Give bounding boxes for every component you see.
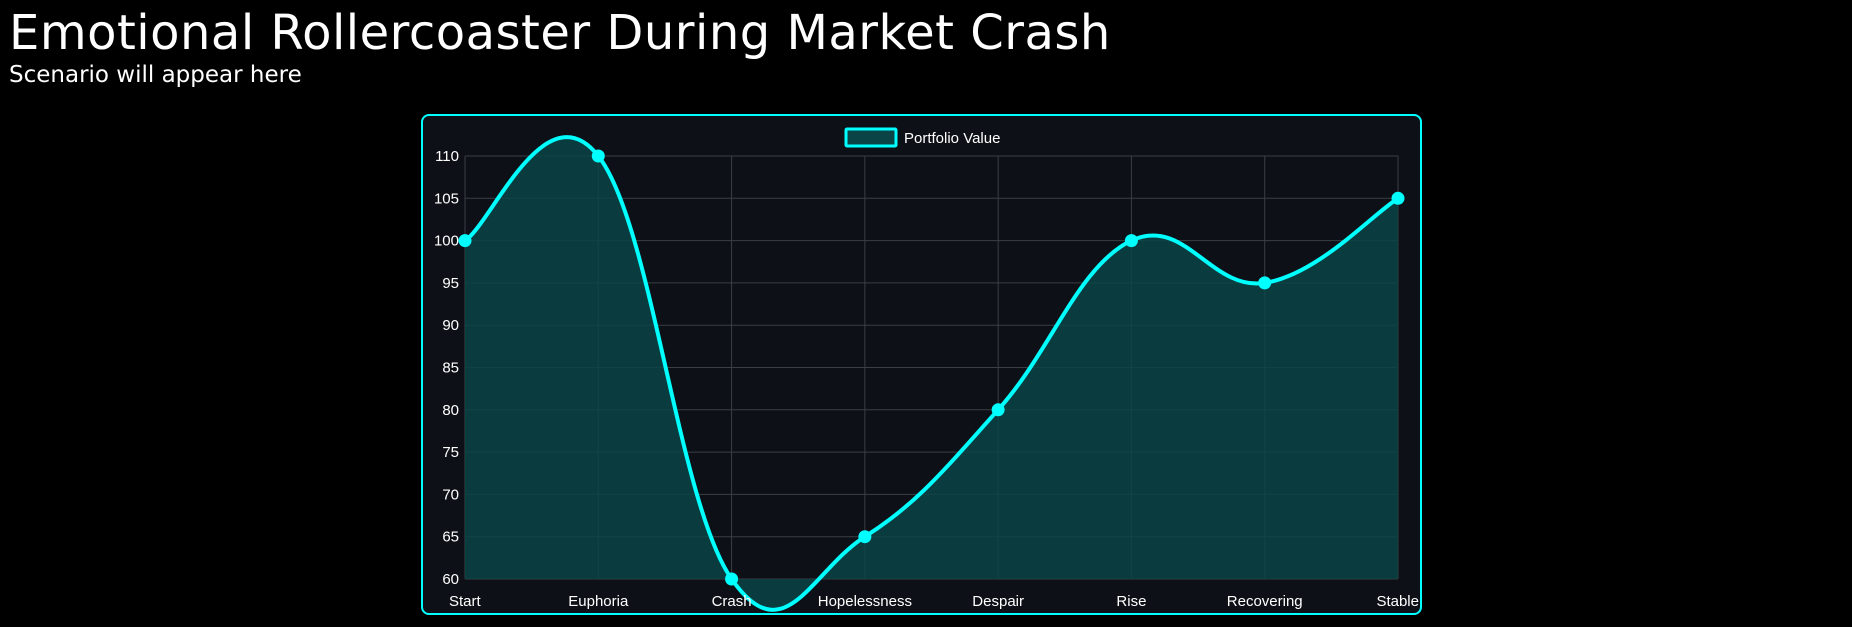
scenario-text: Scenario will appear here bbox=[9, 62, 302, 88]
data-point bbox=[858, 530, 872, 544]
y-tick-label: 105 bbox=[434, 190, 459, 207]
page-title: Emotional Rollercoaster During Market Cr… bbox=[9, 5, 1111, 61]
y-tick-label: 75 bbox=[442, 444, 459, 461]
data-point bbox=[458, 234, 472, 248]
data-point bbox=[1124, 234, 1138, 248]
series-line-portfolio-value bbox=[463, 135, 1400, 612]
line-chart: 110 105 100 95 90 85 80 75 70 65 60 Start Euphoria C… bbox=[434, 127, 1419, 612]
y-tick-label: 70 bbox=[442, 486, 459, 503]
y-tick-label: 65 bbox=[442, 529, 459, 546]
data-point bbox=[1258, 276, 1272, 290]
y-tick-label: 80 bbox=[442, 402, 459, 419]
y-tick-label: 95 bbox=[442, 275, 459, 292]
x-tick-label: Start bbox=[449, 593, 482, 610]
data-point bbox=[591, 149, 605, 163]
series-area-fill bbox=[465, 137, 1398, 610]
data-point bbox=[1391, 191, 1405, 205]
y-tick-label: 60 bbox=[442, 571, 459, 588]
x-tick-label: Euphoria bbox=[568, 593, 629, 610]
x-tick-label: Rise bbox=[1116, 593, 1146, 610]
y-tick-label: 85 bbox=[442, 360, 459, 377]
legend-label: Portfolio Value bbox=[904, 130, 1000, 147]
x-tick-label: Crash bbox=[712, 593, 752, 610]
legend-swatch bbox=[844, 127, 898, 148]
x-tick-label: Stable bbox=[1376, 593, 1419, 610]
x-tick-label: Hopelessness bbox=[818, 593, 912, 610]
data-point bbox=[725, 572, 739, 586]
data-point bbox=[991, 403, 1005, 417]
y-tick-label: 90 bbox=[442, 317, 459, 334]
y-tick-label: 100 bbox=[434, 233, 459, 250]
x-tick-label: Despair bbox=[972, 593, 1024, 610]
legend: Portfolio Value bbox=[844, 127, 1000, 148]
chart-card: 110 105 100 95 90 85 80 75 70 65 60 Start Euphoria C… bbox=[421, 114, 1422, 615]
y-tick-label: 110 bbox=[435, 148, 459, 165]
x-tick-label: Recovering bbox=[1227, 593, 1303, 610]
